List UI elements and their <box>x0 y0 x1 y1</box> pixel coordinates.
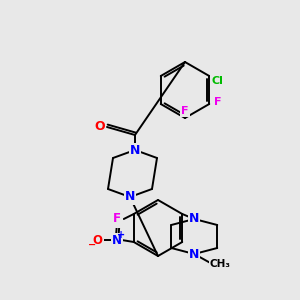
Text: N: N <box>112 233 122 247</box>
Text: F: F <box>214 97 222 107</box>
Text: F: F <box>113 212 121 226</box>
Text: CH₃: CH₃ <box>210 259 231 269</box>
Text: O: O <box>95 121 105 134</box>
Text: O: O <box>112 214 122 227</box>
Text: +: + <box>117 230 125 240</box>
Text: F: F <box>181 106 189 116</box>
Text: −: − <box>88 240 96 250</box>
Text: O: O <box>93 233 103 247</box>
Text: N: N <box>130 143 140 157</box>
Text: Cl: Cl <box>211 76 223 86</box>
Text: N: N <box>125 190 135 203</box>
Text: N: N <box>189 212 200 226</box>
Text: N: N <box>189 248 200 260</box>
